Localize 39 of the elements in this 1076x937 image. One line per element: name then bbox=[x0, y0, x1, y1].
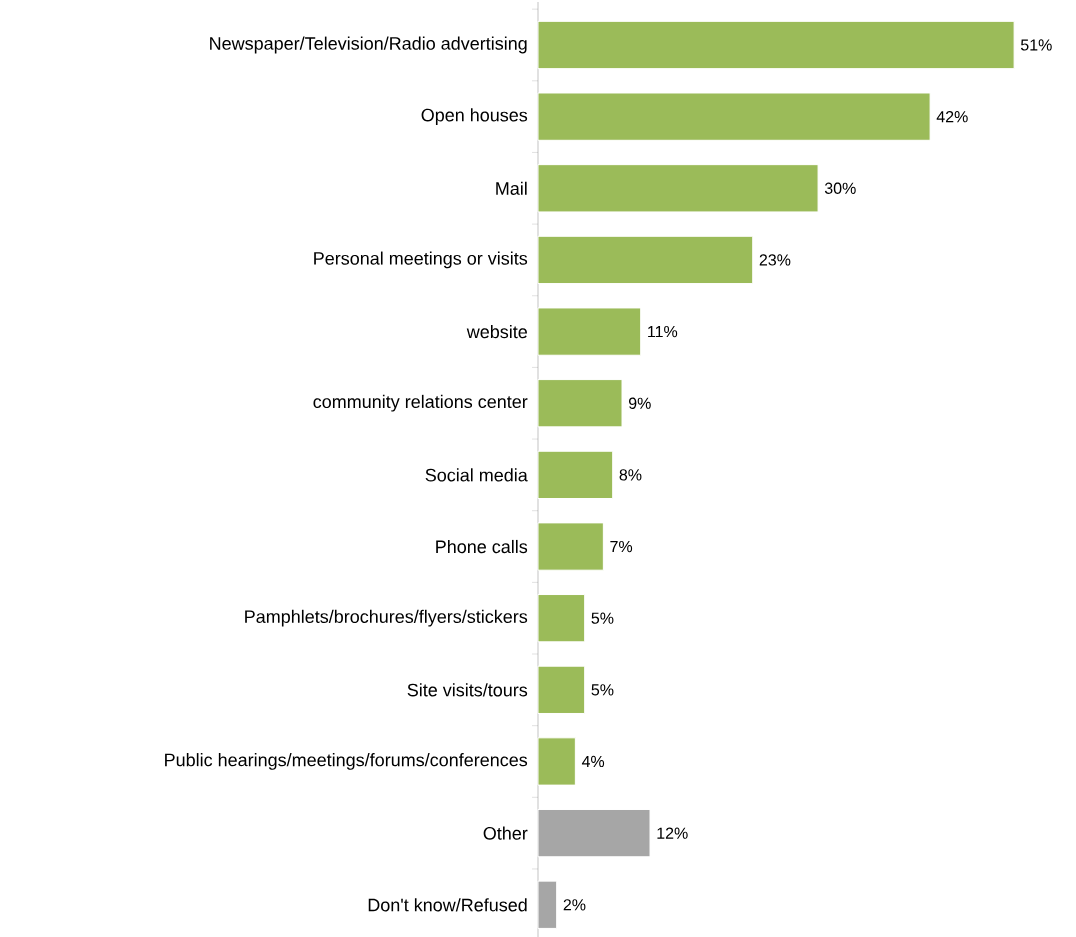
bar bbox=[537, 235, 754, 285]
bar bbox=[537, 880, 558, 929]
data-label: 5% bbox=[591, 612, 614, 624]
data-label: 5% bbox=[591, 684, 614, 696]
bar bbox=[537, 594, 586, 643]
y-tick-label: Social media bbox=[425, 468, 528, 482]
data-label: 2% bbox=[563, 899, 586, 911]
bar bbox=[537, 522, 604, 571]
data-label: 30% bbox=[824, 182, 856, 194]
y-tick-label: Mail bbox=[496, 181, 527, 195]
y-tick-label: Site visits/tours bbox=[407, 683, 528, 697]
data-label: 42% bbox=[936, 111, 968, 123]
y-tick-label: website bbox=[466, 324, 527, 339]
y-tick-label: Public hearings/meetings/forums/conferences bbox=[165, 753, 528, 770]
data-label: 7% bbox=[610, 540, 633, 553]
bar bbox=[537, 164, 819, 213]
data-label: 51% bbox=[1020, 39, 1052, 51]
y-tick-label: Newspaper/Television/Radio advertising bbox=[210, 36, 527, 54]
y-tick-label: Personal meetings or visits bbox=[314, 251, 528, 269]
data-label: 23% bbox=[759, 254, 791, 266]
bar bbox=[537, 379, 623, 428]
y-tick-label: Other bbox=[483, 826, 528, 840]
bar bbox=[537, 450, 614, 500]
bar bbox=[537, 92, 931, 141]
bar bbox=[537, 737, 576, 786]
y-tick-label: Phone calls bbox=[436, 539, 528, 554]
y-tick-label: Pamphlets/brochures/flyers/stickers bbox=[245, 609, 528, 627]
y-tick-label: Don't know/Refused bbox=[368, 898, 527, 912]
data-label: 8% bbox=[619, 469, 642, 481]
data-label: 4% bbox=[581, 755, 605, 768]
y-tick-label: community relations center bbox=[313, 394, 528, 412]
data-label: 12% bbox=[657, 827, 688, 839]
bar bbox=[537, 20, 1015, 70]
data-label: 11% bbox=[648, 325, 678, 338]
bar bbox=[537, 808, 651, 858]
data-label: 9% bbox=[628, 397, 651, 409]
bar bbox=[537, 307, 642, 356]
y-tick-label: Open houses bbox=[421, 108, 528, 126]
bar bbox=[537, 665, 586, 714]
